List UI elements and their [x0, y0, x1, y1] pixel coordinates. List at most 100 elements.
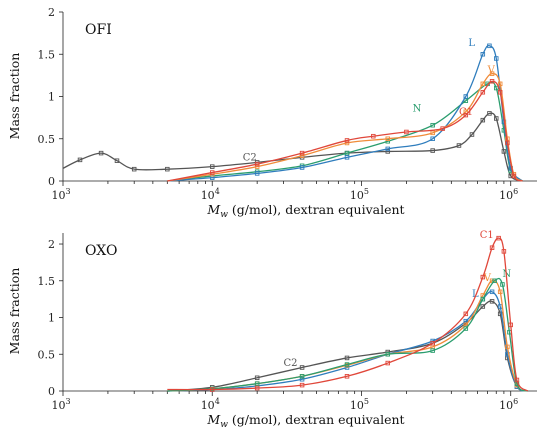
series-marker — [514, 377, 520, 383]
series-marker — [496, 235, 501, 241]
series-label: N — [502, 269, 511, 280]
series-marker — [344, 155, 350, 160]
y-tick-label: 2 — [48, 238, 55, 251]
y-tick-label: 1 — [48, 91, 55, 104]
series-marker — [385, 149, 391, 154]
series-marker — [501, 249, 507, 254]
series-marker — [480, 117, 486, 123]
series-marker — [487, 43, 492, 49]
series-label: N — [413, 104, 422, 115]
panel-label: OXO — [85, 243, 117, 259]
series-label: L — [468, 38, 475, 49]
x-tick-label: 104 — [201, 187, 220, 202]
series-c1: C1 — [167, 230, 529, 392]
series-marker — [480, 296, 486, 302]
series-marker — [492, 278, 497, 284]
series-marker — [209, 170, 215, 175]
series-marker — [463, 326, 469, 331]
series-line — [167, 237, 529, 392]
series-marker — [430, 340, 435, 346]
series-label: V — [487, 65, 496, 76]
x-tick-label: 106 — [499, 397, 518, 412]
series-line — [167, 80, 523, 182]
series-marker — [497, 81, 503, 87]
x-tick-label: 103 — [51, 397, 70, 412]
series-marker — [480, 274, 486, 280]
series-marker — [131, 166, 137, 172]
series-marker — [385, 146, 391, 152]
series-c1: C1 — [167, 79, 523, 182]
y-tick-label: 2 — [48, 6, 55, 19]
series-marker — [501, 149, 507, 154]
series-n: N — [167, 269, 529, 392]
x-tick-label: 105 — [350, 397, 369, 412]
series-line — [167, 290, 528, 392]
series-marker — [371, 133, 376, 139]
series-marker — [254, 171, 260, 176]
series-label: C1 — [480, 230, 494, 241]
series-marker — [344, 374, 350, 379]
series-marker — [385, 360, 391, 366]
series-marker — [209, 164, 215, 169]
series-marker — [430, 148, 435, 153]
series-marker — [254, 161, 260, 167]
series-marker — [299, 165, 305, 170]
series-marker — [480, 81, 486, 87]
series-marker — [430, 136, 435, 141]
series-marker — [404, 129, 409, 135]
series-marker — [480, 304, 486, 309]
series-marker — [505, 344, 510, 350]
series-marker — [114, 158, 120, 163]
series-marker — [497, 289, 503, 295]
x-tick-label: 103 — [51, 187, 70, 202]
series-marker — [165, 166, 170, 172]
series-marker — [511, 173, 517, 179]
series-marker — [299, 150, 305, 156]
series-marker — [299, 382, 305, 388]
series-marker — [505, 140, 510, 146]
series-label: C2 — [283, 358, 297, 369]
y-tick-label: 0.5 — [38, 133, 56, 146]
series-marker — [385, 139, 391, 144]
series-l: L — [167, 38, 524, 182]
y-axis-title: Mass fraction — [7, 53, 22, 140]
series-marker — [489, 245, 495, 250]
series-marker — [344, 362, 350, 367]
series-marker — [497, 90, 503, 95]
series-marker — [299, 374, 305, 379]
series-marker — [254, 381, 260, 386]
series-label: C1 — [459, 107, 473, 118]
y-tick-label: 1 — [48, 312, 55, 325]
series-marker — [463, 311, 469, 317]
series-marker — [77, 157, 83, 163]
chart-panel-oxo: 0 0.5 1 1.5 2 103 104 105 106 OXO Mass fraction Mw … — [7, 230, 537, 430]
series-marker — [456, 143, 462, 148]
y-tick-label: 0.5 — [38, 348, 56, 361]
y-tick-label: 0 — [48, 385, 55, 398]
series-line — [167, 44, 524, 182]
chart-panel-ofi: 0 0.5 1 1.5 2 103 104 105 106 OFI Mass fraction Mw … — [7, 6, 537, 220]
y-axis-title: Mass fraction — [7, 268, 22, 355]
series-label: V — [483, 273, 492, 284]
series-marker — [344, 355, 350, 361]
series-marker — [344, 140, 350, 146]
series-marker — [494, 56, 499, 61]
series-marker — [508, 322, 513, 328]
series-marker — [430, 122, 435, 128]
series-marker — [254, 164, 260, 169]
series-marker — [494, 116, 499, 121]
series-marker — [209, 387, 215, 392]
series-marker — [385, 352, 391, 357]
panel-label: OFI — [85, 22, 112, 38]
series-marker — [487, 111, 492, 116]
series-marker — [440, 126, 445, 131]
x-tick-label: 104 — [201, 397, 220, 412]
y-tick-label: 1.5 — [38, 48, 56, 61]
x-tick-label: 106 — [499, 187, 518, 202]
series-marker — [299, 365, 305, 370]
series-v: V — [167, 65, 523, 182]
y-tick-label: 1.5 — [38, 275, 56, 288]
series-marker — [430, 348, 435, 353]
series-marker — [500, 282, 505, 287]
series-marker — [489, 289, 495, 295]
